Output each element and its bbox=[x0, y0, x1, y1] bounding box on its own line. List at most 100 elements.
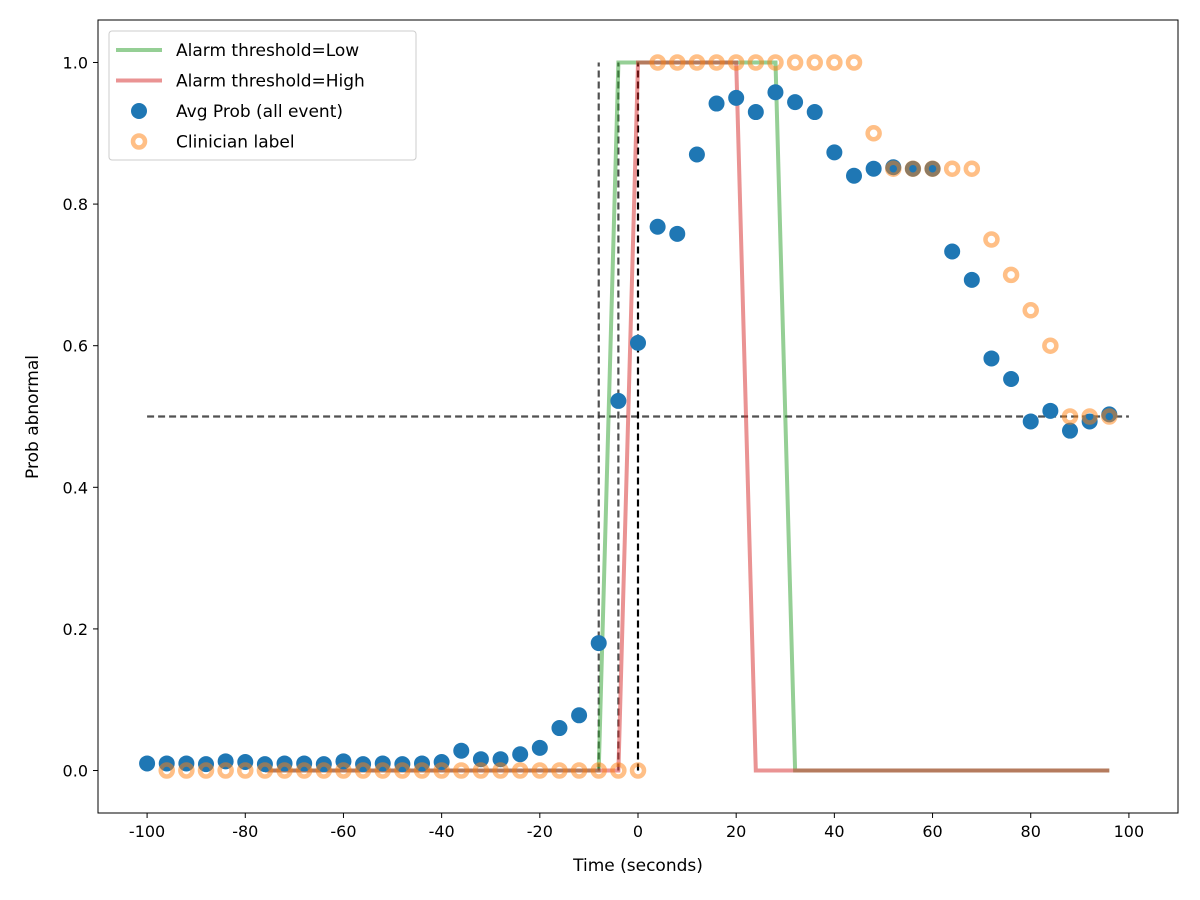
y-axis-label: Prob abnormal bbox=[23, 355, 43, 479]
clinician-label-point bbox=[354, 762, 372, 779]
clinician-label-point bbox=[629, 762, 647, 779]
clinician-label-point bbox=[688, 54, 706, 71]
clinician-label-point bbox=[178, 762, 195, 779]
clinician-label-point bbox=[904, 160, 922, 177]
clinician-label-point bbox=[197, 762, 215, 779]
clinician-label-point bbox=[511, 762, 529, 779]
clinician-label-point bbox=[394, 762, 411, 779]
avg-prob-point bbox=[806, 104, 823, 121]
clinician-label-point bbox=[590, 762, 607, 779]
avg-prob-point bbox=[963, 271, 980, 288]
clinician-label-point bbox=[1002, 266, 1020, 284]
x-tick-label: 0 bbox=[633, 822, 643, 841]
clinician-label-point bbox=[669, 54, 686, 71]
series-line-high bbox=[264, 60, 1110, 773]
y-tick-label: 0.6 bbox=[63, 337, 88, 356]
legend-label: Clinician label bbox=[176, 133, 295, 153]
avg-prob-point bbox=[728, 89, 745, 106]
clinician-label-point bbox=[256, 762, 274, 779]
clinician-label-point bbox=[747, 54, 765, 71]
avg-prob-point bbox=[630, 334, 646, 351]
clinician-label-point bbox=[295, 762, 313, 779]
x-tick-label: -20 bbox=[527, 822, 553, 841]
clinician-label-point bbox=[335, 762, 352, 779]
avg-prob-point bbox=[1003, 370, 1020, 387]
avg-prob-point bbox=[767, 84, 784, 101]
avg-prob-point bbox=[747, 104, 764, 121]
avg-prob-point bbox=[453, 742, 470, 759]
avg-prob-point bbox=[846, 167, 862, 184]
clinician-label-point bbox=[983, 231, 1000, 248]
clinician-label-point bbox=[806, 54, 823, 71]
avg-prob-point bbox=[787, 94, 804, 111]
legend-swatch-ring bbox=[130, 133, 148, 150]
avg-prob-point bbox=[610, 392, 627, 409]
avg-prob-point bbox=[1042, 402, 1059, 419]
clinician-label-point bbox=[649, 54, 666, 71]
avg-prob-point bbox=[983, 350, 1000, 367]
avg-prob-point bbox=[571, 707, 588, 724]
clinician-label-point bbox=[1101, 408, 1118, 425]
avg-prob-point bbox=[531, 739, 548, 756]
clinician-label-point bbox=[963, 160, 981, 177]
clinician-label-point bbox=[924, 160, 941, 177]
clinician-label-point bbox=[531, 762, 549, 779]
clinician-label-point bbox=[943, 160, 961, 177]
clinician-label-point bbox=[413, 762, 431, 779]
x-tick-label: -80 bbox=[232, 822, 258, 841]
clinician-label-point bbox=[433, 762, 450, 779]
legend-label: Alarm threshold=High bbox=[176, 72, 365, 92]
clinician-label-point bbox=[885, 160, 902, 177]
x-axis-label: Time (seconds) bbox=[572, 856, 703, 876]
x-tick-label: -100 bbox=[129, 822, 165, 841]
clinician-label-point bbox=[315, 762, 333, 779]
y-axis: 0.0 0.2 0.4 0.6 0.8 1.0 bbox=[63, 53, 98, 781]
x-tick-label: 100 bbox=[1114, 822, 1145, 841]
legend-label: Alarm threshold=Low bbox=[176, 41, 359, 61]
avg-prob-point bbox=[551, 720, 568, 737]
clinician-label-point bbox=[708, 54, 725, 71]
avg-prob-point bbox=[944, 243, 961, 260]
y-tick-label: 1.0 bbox=[63, 53, 88, 72]
x-tick-label: 40 bbox=[824, 822, 844, 841]
clinician-label-point bbox=[767, 54, 784, 71]
clinician-label-point bbox=[158, 762, 175, 779]
x-tick-label: 80 bbox=[1021, 822, 1041, 841]
avg-prob-point bbox=[472, 751, 489, 768]
clinician-label-point bbox=[865, 125, 882, 142]
clinician-label-point bbox=[826, 54, 843, 71]
avg-prob-point bbox=[708, 95, 725, 112]
clinician-label-point bbox=[237, 762, 254, 779]
legend-label: Avg Prob (all event) bbox=[176, 102, 343, 122]
avg-prob-point bbox=[590, 635, 607, 652]
clinician-label-point bbox=[492, 762, 509, 779]
avg-prob-point bbox=[649, 218, 666, 235]
clinician-label-point bbox=[1042, 337, 1059, 354]
avg-prob-point bbox=[512, 746, 529, 763]
avg-prob-point bbox=[139, 755, 156, 772]
avg-prob-point bbox=[492, 751, 509, 768]
x-tick-label: -60 bbox=[330, 822, 356, 841]
legend-box bbox=[108, 30, 417, 161]
y-tick-label: 0.2 bbox=[63, 620, 88, 639]
legend-swatch-dot bbox=[131, 103, 147, 119]
y-tick-label: 0.8 bbox=[63, 195, 88, 214]
clinician-label-point bbox=[453, 762, 470, 779]
plot-area bbox=[139, 54, 1129, 779]
clinician-label-point bbox=[217, 762, 234, 779]
avg-prob-point bbox=[865, 160, 882, 177]
clinician-label-point bbox=[727, 54, 745, 71]
clinician-label-point bbox=[610, 762, 627, 779]
y-tick-label: 0.4 bbox=[63, 478, 88, 497]
x-tick-label: 20 bbox=[726, 822, 746, 841]
clinician-label-point bbox=[786, 54, 804, 71]
clinician-label-point bbox=[374, 762, 391, 779]
clinician-label-point bbox=[276, 762, 293, 779]
clinician-label-point bbox=[1022, 302, 1039, 319]
avg-prob-point bbox=[669, 225, 686, 242]
y-tick-label: 0.0 bbox=[63, 762, 88, 781]
clinician-label-point bbox=[1061, 408, 1079, 425]
clinician-label-point bbox=[570, 762, 588, 779]
x-axis: -100 -80 -60 -40 -20 0 20 40 60 80 100 bbox=[129, 813, 1144, 841]
